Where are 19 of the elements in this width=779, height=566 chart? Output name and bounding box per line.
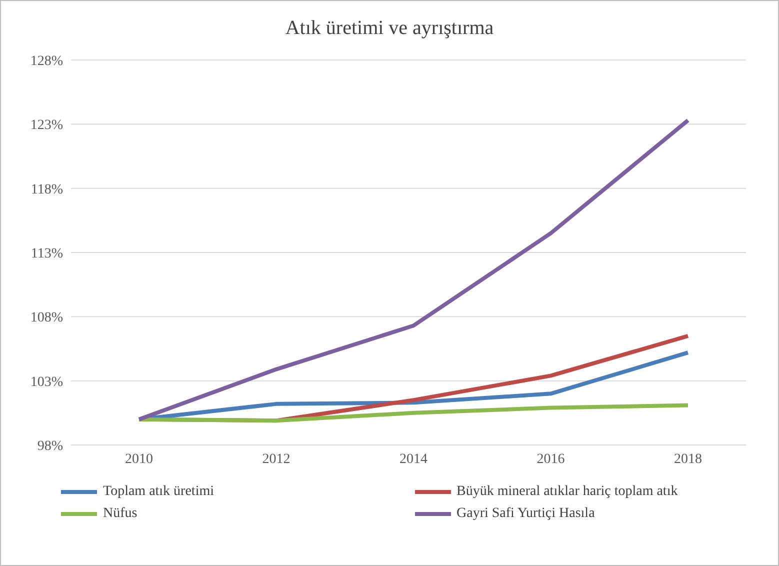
x-tick-label: 2018 [674,452,702,467]
legend-label: Nüfus [103,506,138,522]
line-series [137,118,690,422]
y-tick-label: 118% [30,182,64,198]
chart-title: Atık üretimi ve ayrıştırma [284,17,495,40]
y-tick-label: 113% [30,246,64,262]
x-tick-label: 2010 [125,452,153,467]
legend-label: Gayri Safi Yurtiçi Hasıla [456,506,595,522]
legend-label: Toplam atık üretimi [103,484,214,500]
legend-label: Büyük mineral atıklar hariç toplam atık [456,484,678,500]
line-series [137,403,690,423]
x-tick-label: 2016 [536,452,565,467]
y-tick-label: 128% [30,54,64,69]
x-tick-label: 2014 [400,452,428,467]
y-tick-label: 98% [37,438,64,454]
x-tick-label: 2012 [262,452,290,467]
y-tick-label: 103% [30,374,64,390]
y-tick-label: 108% [30,310,64,326]
y-tick-label: 123% [30,118,64,134]
